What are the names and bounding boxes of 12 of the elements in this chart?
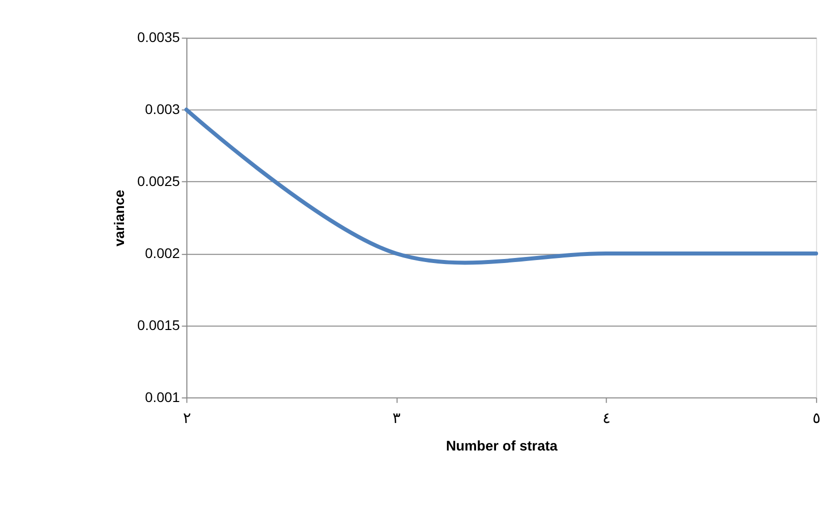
x-tick-label: ٢ [182,410,191,427]
y-axis-title: variance [111,190,128,246]
y-tick-label: 0.001 [144,388,180,405]
y-tick-label: 0.002 [144,245,180,262]
y-tick-label: 0.0025 [137,173,180,190]
x-axis-title: Number of strata [446,438,558,454]
y-tick-label: 0.0035 [137,29,180,46]
y-tick-label: 0.003 [144,101,180,118]
x-tick-label: ٤ [602,410,611,427]
x-tick-label: ٥ [812,410,821,427]
y-tick-label: 0.0015 [137,316,180,333]
x-tick-label: ٣ [392,410,401,427]
